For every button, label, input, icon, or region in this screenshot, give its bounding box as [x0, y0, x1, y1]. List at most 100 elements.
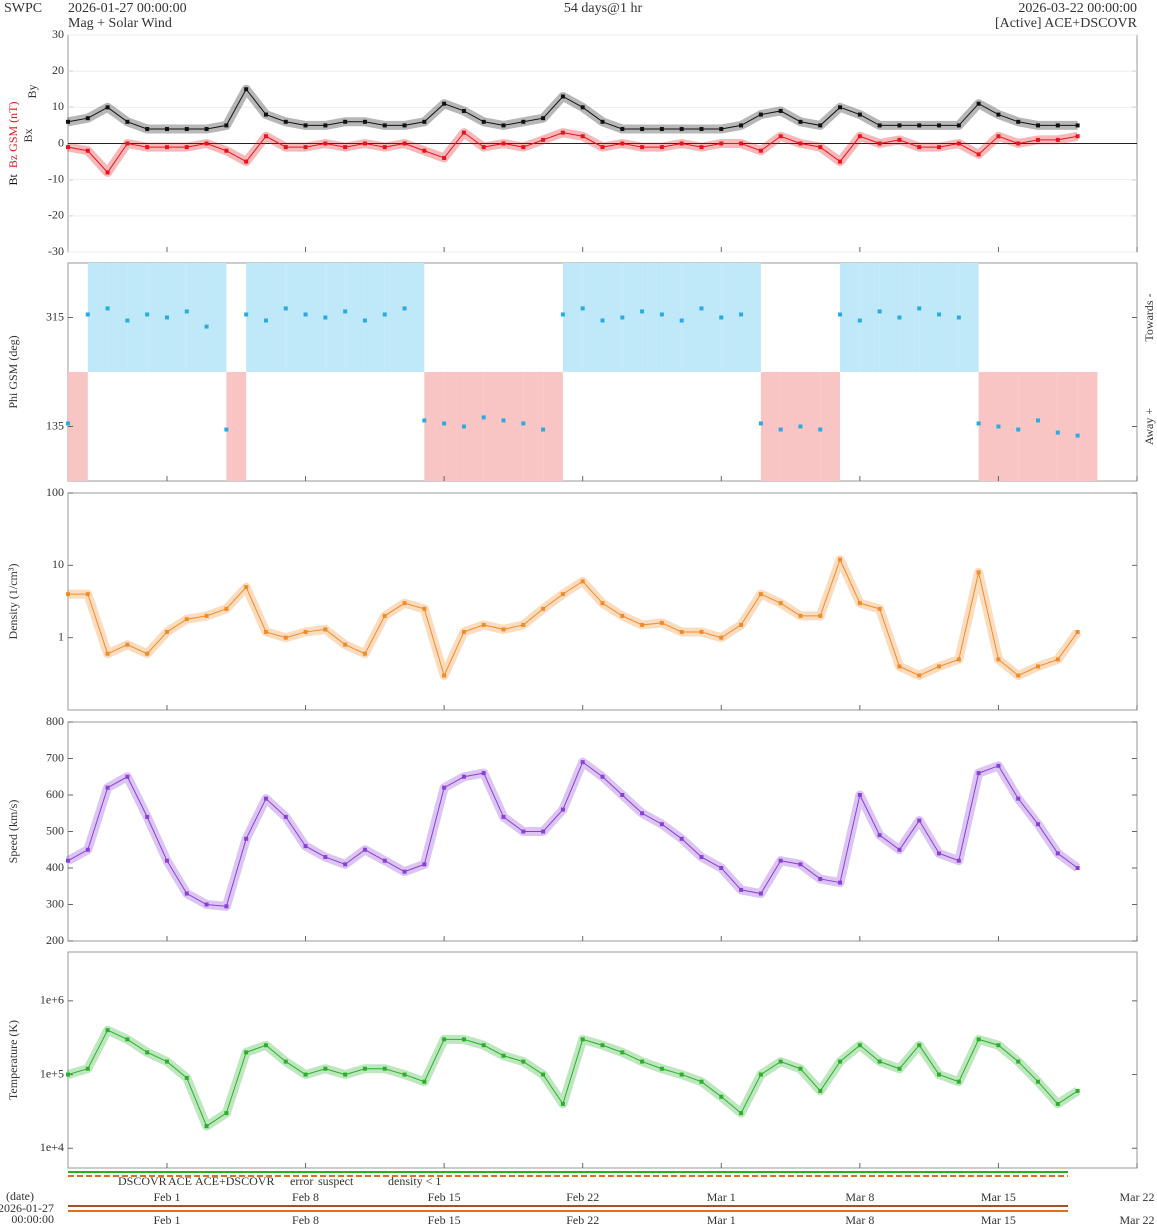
point — [1075, 134, 1080, 139]
point — [461, 1037, 466, 1042]
point — [303, 123, 308, 128]
point — [659, 127, 664, 132]
sector-band — [483, 372, 504, 481]
x-tick-label: Feb 15 — [428, 1190, 461, 1204]
point — [739, 141, 744, 146]
end-time: 2026-03-22 00:00:00 — [1018, 1, 1137, 16]
sector-band — [87, 263, 108, 372]
sector-band — [305, 263, 326, 372]
point — [402, 869, 407, 874]
point — [956, 1079, 961, 1084]
sector-band — [978, 372, 999, 481]
sector-band — [1057, 372, 1078, 481]
point — [758, 112, 763, 117]
point — [778, 134, 783, 139]
point — [778, 1059, 783, 1064]
point — [937, 664, 942, 669]
point — [838, 1059, 843, 1064]
point — [956, 141, 961, 146]
point — [204, 1124, 209, 1129]
point — [1016, 427, 1021, 432]
point — [501, 418, 506, 423]
point — [303, 629, 308, 634]
point — [719, 866, 724, 870]
date-start: 2026-01-27 — [0, 1201, 54, 1215]
sector-label: Towards - — [1142, 293, 1156, 341]
point — [600, 601, 605, 606]
y-axis-label: Temperature (K) — [6, 1020, 20, 1100]
point — [402, 306, 407, 311]
point — [956, 657, 961, 662]
x-tick-label: Feb 22 — [566, 1190, 599, 1204]
org: SWPC — [4, 1, 42, 16]
point — [362, 1066, 367, 1071]
sector-band — [661, 263, 682, 372]
point — [343, 1072, 348, 1077]
sector-band — [206, 263, 227, 372]
point — [560, 312, 565, 317]
point — [620, 613, 625, 618]
sector-band — [384, 263, 405, 372]
y-tick-label: 1e+4 — [40, 1140, 64, 1154]
spread — [68, 555, 1082, 680]
point — [976, 771, 981, 776]
point — [897, 847, 902, 852]
point — [244, 87, 249, 92]
point — [976, 570, 981, 575]
point — [164, 1059, 169, 1064]
y-axis-label: Bz GSM (nT) — [6, 101, 20, 168]
point — [917, 123, 922, 128]
point — [362, 651, 367, 656]
point — [442, 673, 447, 678]
point — [758, 592, 763, 597]
y-tick-label: 1 — [58, 629, 64, 643]
point — [659, 822, 664, 827]
y-tick-label: 10 — [52, 99, 64, 113]
point — [719, 635, 724, 640]
line — [68, 558, 1079, 677]
point — [818, 123, 823, 128]
point — [1036, 137, 1041, 142]
point — [125, 1037, 130, 1042]
point — [798, 862, 803, 867]
point — [541, 829, 546, 834]
point — [679, 1072, 684, 1077]
point — [857, 1043, 862, 1048]
point — [996, 763, 1001, 768]
sector-band — [899, 263, 920, 372]
point — [719, 315, 724, 320]
point — [560, 807, 565, 812]
point — [323, 1066, 328, 1071]
point — [481, 119, 486, 124]
point — [263, 134, 268, 139]
sector-band — [147, 263, 167, 372]
point — [303, 1072, 308, 1077]
point — [560, 1101, 565, 1106]
point — [1016, 119, 1021, 124]
date-label: (date) — [6, 1189, 34, 1203]
point — [521, 119, 526, 124]
point — [996, 112, 1001, 117]
point — [758, 891, 763, 896]
point — [66, 145, 70, 150]
point — [105, 785, 110, 790]
point — [600, 318, 605, 323]
point — [422, 606, 427, 611]
point — [659, 620, 664, 625]
point — [541, 427, 546, 432]
point — [1055, 657, 1060, 662]
x-tick-label: Mar 15 — [981, 1190, 1016, 1204]
sector-band — [226, 372, 247, 481]
point — [620, 141, 625, 146]
point — [1016, 1059, 1021, 1064]
point — [164, 315, 169, 320]
point — [224, 148, 229, 153]
point — [857, 112, 862, 117]
point — [1055, 123, 1060, 128]
point — [145, 651, 150, 656]
x-tick-label: Mar 22 — [1120, 1190, 1155, 1204]
point — [857, 601, 862, 606]
point — [877, 1059, 882, 1064]
point — [442, 785, 447, 790]
point — [105, 105, 110, 110]
